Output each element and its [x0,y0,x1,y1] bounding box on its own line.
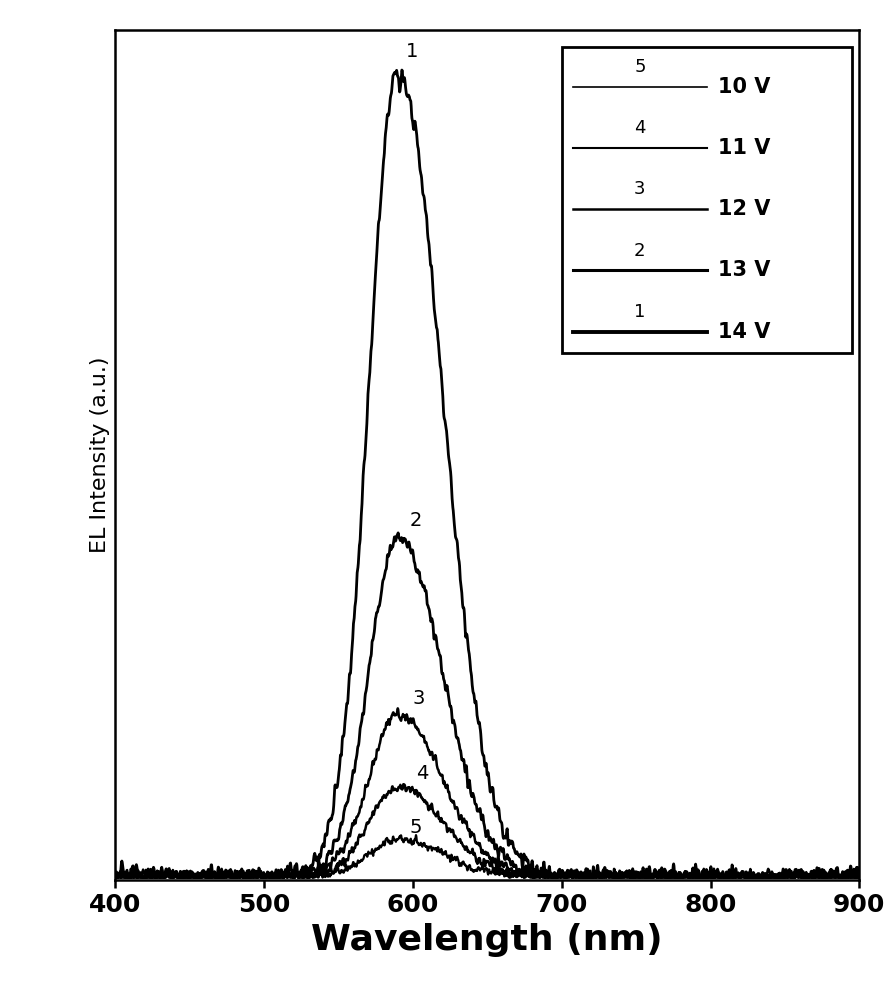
Text: 12 V: 12 V [718,199,771,219]
Text: 3: 3 [634,180,646,198]
X-axis label: Wavelength (nm): Wavelength (nm) [312,923,663,957]
Text: 2: 2 [634,242,646,260]
Text: 5: 5 [634,58,646,76]
Text: 3: 3 [413,689,425,708]
Y-axis label: EL Intensity (a.u.): EL Intensity (a.u.) [89,357,110,553]
Text: 1: 1 [634,303,646,321]
Text: 14 V: 14 V [718,322,771,342]
Text: 2: 2 [410,511,423,530]
Text: 4: 4 [634,119,646,137]
Bar [562,47,852,353]
Text: 1: 1 [406,42,418,61]
Text: 13 V: 13 V [718,260,771,280]
Text: 5: 5 [410,818,423,837]
Text: 4: 4 [416,764,428,783]
Text: 10 V: 10 V [718,77,771,97]
Text: 11 V: 11 V [718,138,771,158]
